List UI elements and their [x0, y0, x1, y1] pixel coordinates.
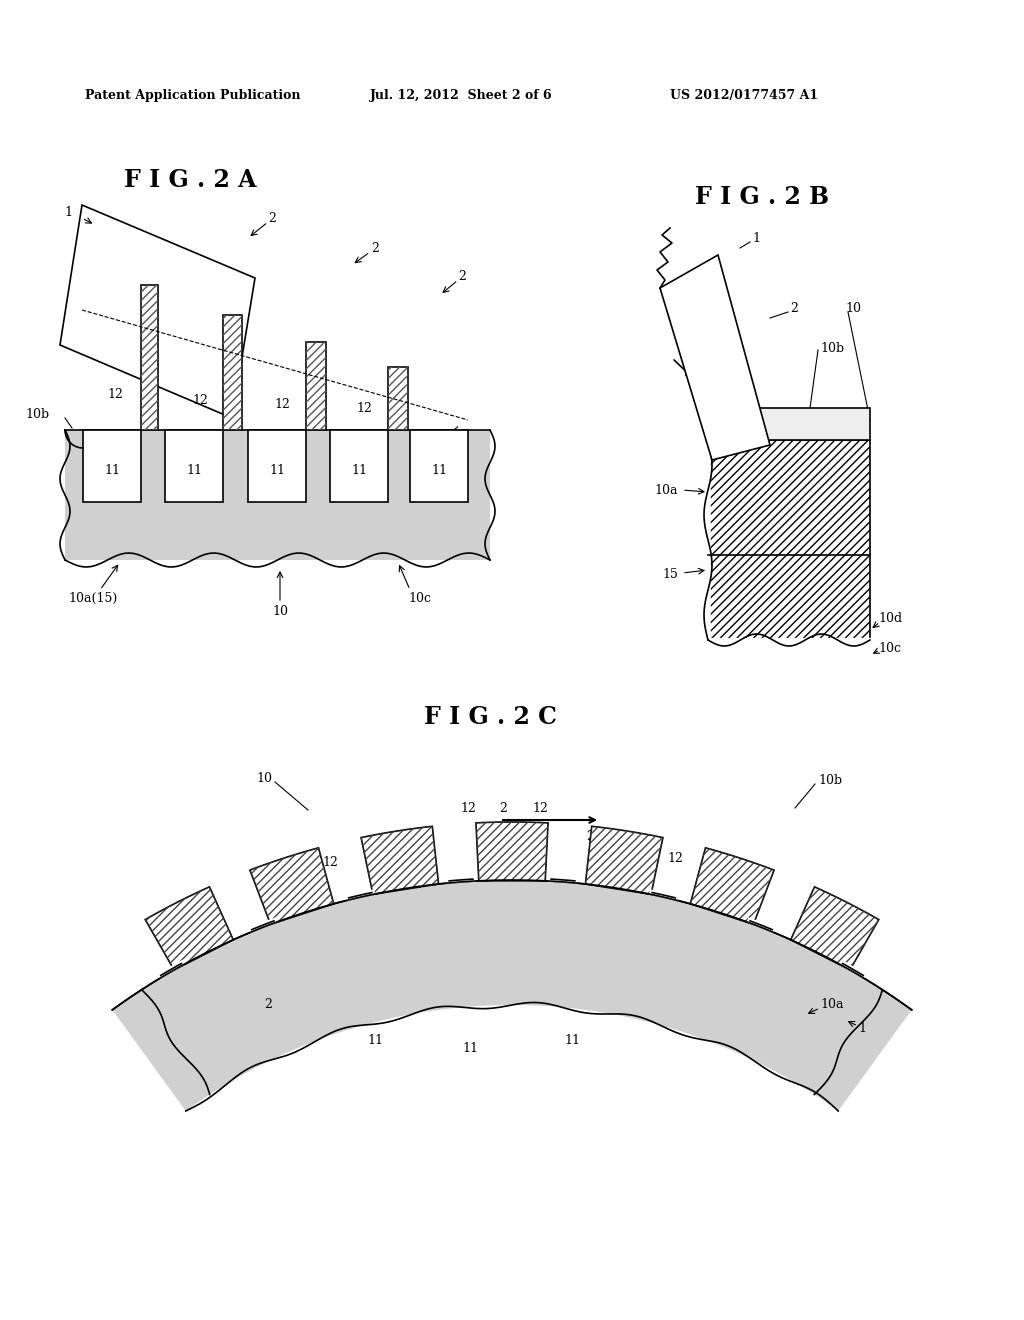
Polygon shape — [65, 430, 490, 560]
Text: F I G . 2 A: F I G . 2 A — [124, 168, 256, 191]
Polygon shape — [388, 367, 408, 430]
Polygon shape — [586, 826, 663, 895]
Text: F I G . 2 C: F I G . 2 C — [424, 705, 556, 729]
Text: 10c: 10c — [878, 642, 901, 655]
Text: 10a(15): 10a(15) — [68, 591, 118, 605]
Text: 2: 2 — [264, 998, 272, 1011]
Text: 10: 10 — [272, 605, 288, 618]
Text: 12: 12 — [356, 401, 372, 414]
Text: 1: 1 — [752, 231, 760, 244]
Text: 2: 2 — [499, 801, 507, 814]
Text: 12: 12 — [667, 851, 683, 865]
Polygon shape — [165, 430, 223, 502]
Text: 11: 11 — [351, 465, 367, 478]
Polygon shape — [330, 430, 388, 502]
Text: 2: 2 — [426, 832, 434, 845]
Text: 11: 11 — [431, 465, 447, 478]
Text: 11: 11 — [269, 465, 285, 478]
Polygon shape — [250, 847, 334, 924]
Polygon shape — [476, 822, 548, 880]
Polygon shape — [223, 315, 242, 430]
Text: 2: 2 — [371, 242, 379, 255]
Text: 12: 12 — [710, 384, 726, 396]
Text: US 2012/0177457 A1: US 2012/0177457 A1 — [670, 88, 818, 102]
Text: Patent Application Publication: Patent Application Publication — [85, 88, 300, 102]
Polygon shape — [708, 440, 870, 640]
Text: 10b: 10b — [820, 342, 844, 355]
Polygon shape — [83, 430, 141, 502]
Polygon shape — [248, 430, 306, 502]
Text: Jul. 12, 2012  Sheet 2 of 6: Jul. 12, 2012 Sheet 2 of 6 — [370, 88, 553, 102]
Text: 10: 10 — [845, 301, 861, 314]
Text: 12: 12 — [323, 855, 338, 869]
Text: 10c: 10c — [408, 591, 431, 605]
Text: 11: 11 — [104, 465, 120, 478]
Text: 1: 1 — [858, 1022, 866, 1035]
Polygon shape — [306, 342, 326, 430]
Text: 11: 11 — [186, 465, 202, 478]
Polygon shape — [660, 255, 770, 459]
Text: 12: 12 — [193, 393, 208, 407]
Text: 10d: 10d — [878, 611, 902, 624]
Text: 1: 1 — [63, 206, 72, 219]
Text: 12: 12 — [532, 801, 548, 814]
Text: 11: 11 — [564, 1034, 580, 1047]
Text: 12: 12 — [274, 399, 290, 412]
Text: 2: 2 — [365, 838, 372, 851]
Polygon shape — [690, 847, 774, 924]
Text: 10b: 10b — [818, 774, 842, 787]
Polygon shape — [113, 880, 911, 1111]
Text: 12: 12 — [460, 801, 476, 814]
Text: 15: 15 — [663, 569, 678, 582]
Text: 10a: 10a — [820, 998, 844, 1011]
Polygon shape — [141, 285, 158, 430]
Text: 11: 11 — [462, 1041, 478, 1055]
Text: F I G . 2 B: F I G . 2 B — [695, 185, 829, 209]
Text: 10a: 10a — [654, 483, 678, 496]
Text: 2: 2 — [632, 836, 640, 849]
Text: 11: 11 — [367, 1034, 383, 1047]
Text: 2: 2 — [458, 269, 466, 282]
Polygon shape — [361, 826, 438, 895]
Polygon shape — [60, 205, 255, 418]
Polygon shape — [791, 887, 879, 970]
Text: 12: 12 — [108, 388, 123, 401]
Text: 2: 2 — [268, 211, 275, 224]
Polygon shape — [410, 430, 468, 502]
Text: 10: 10 — [256, 771, 272, 784]
Text: 10b: 10b — [26, 408, 50, 421]
Text: 2: 2 — [790, 301, 798, 314]
Polygon shape — [708, 408, 870, 440]
Polygon shape — [145, 887, 233, 970]
Text: 2: 2 — [586, 829, 594, 842]
